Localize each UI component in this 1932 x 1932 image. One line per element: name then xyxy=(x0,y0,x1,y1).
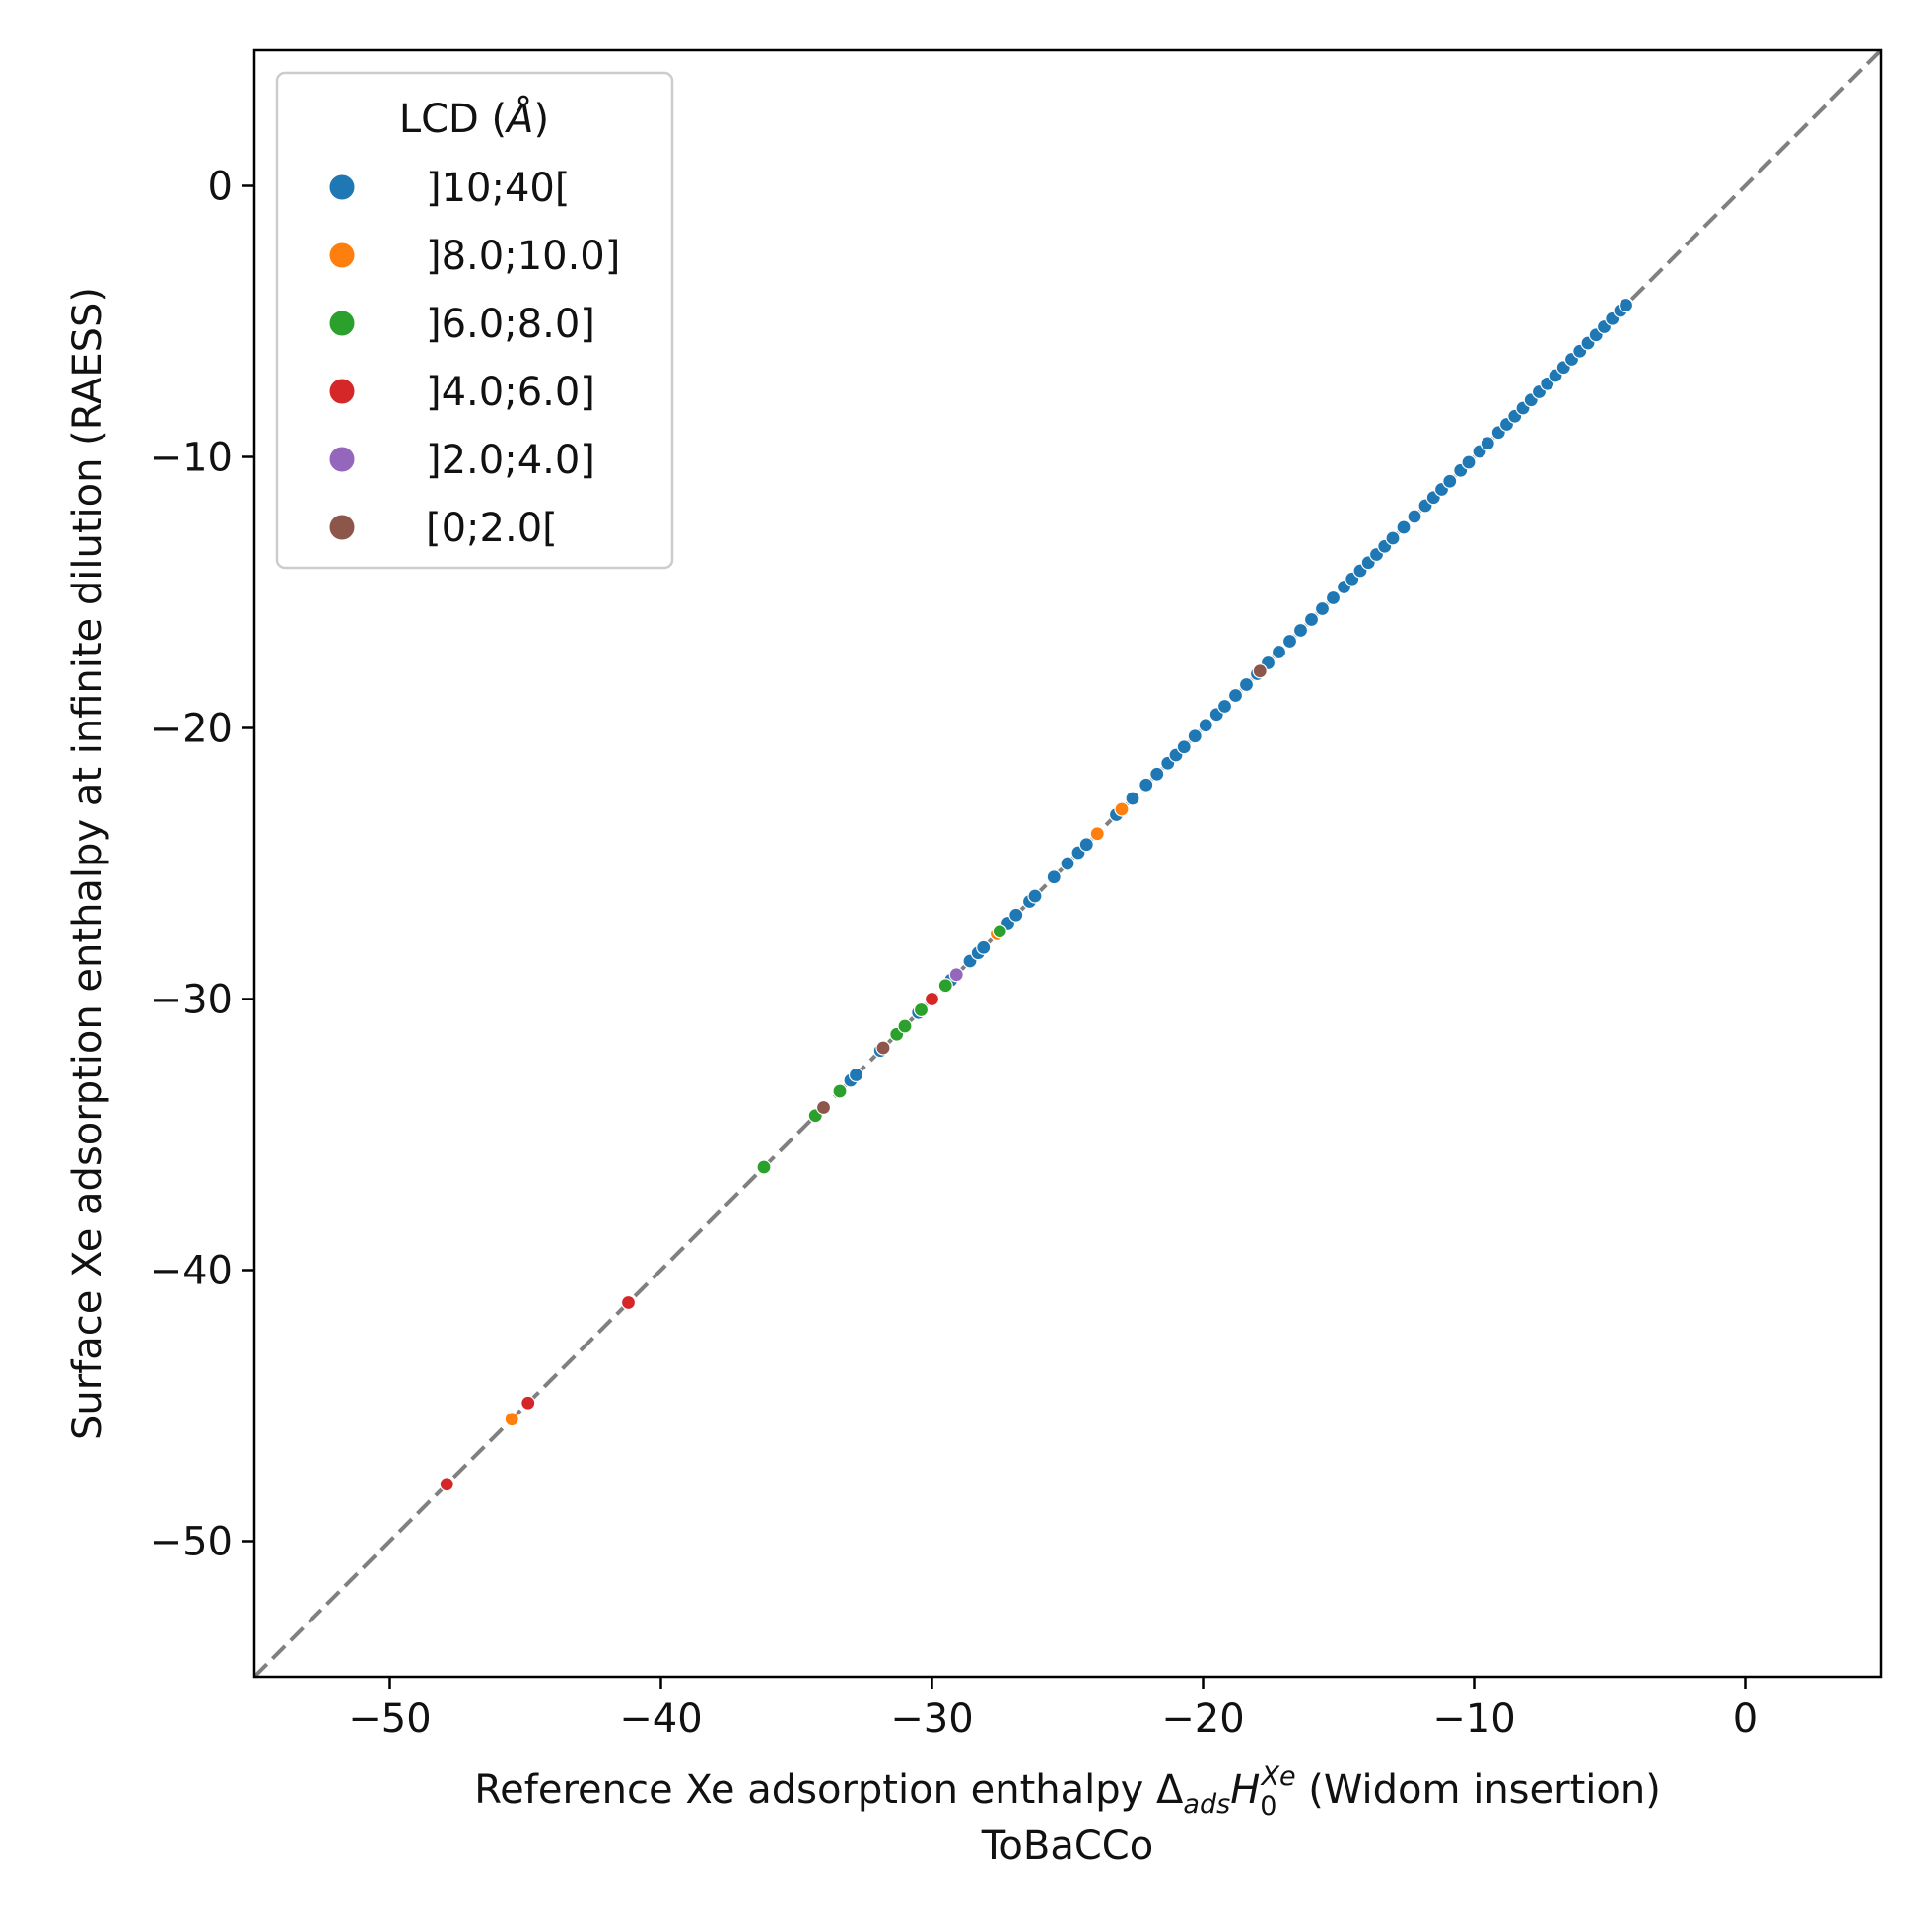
data-point-series-3-0 xyxy=(439,1477,454,1492)
data-point-series-0-12 xyxy=(1046,869,1062,885)
x-tick-label: −30 xyxy=(890,1696,973,1742)
y-tick-label: −50 xyxy=(150,1520,233,1565)
subscript-zero: 0 xyxy=(1260,1791,1276,1822)
legend: LCD (Å) ]10;40[ ]8.0;10.0] ]6.0;8.0] ]4.0;6… xyxy=(275,71,674,570)
y-tick-label: −20 xyxy=(150,707,233,752)
data-point-series-0-19 xyxy=(1149,766,1165,782)
data-point-series-5-1 xyxy=(875,1040,891,1056)
data-point-series-1-2 xyxy=(1089,826,1105,842)
plot-frame xyxy=(252,48,1883,1679)
x-axis-label-line2: ToBaCCo xyxy=(981,1824,1153,1869)
data-point-series-5-0 xyxy=(815,1099,832,1116)
data-point-series-0-32 xyxy=(1281,633,1298,650)
legend-label-3: ]4.0;6.0] xyxy=(426,370,595,415)
y-tick-label: −10 xyxy=(150,436,233,481)
legend-title-unit: Å xyxy=(504,95,533,142)
data-point-series-0-22 xyxy=(1176,739,1192,755)
x-tick-label: −20 xyxy=(1161,1696,1244,1742)
data-point-series-0-13 xyxy=(1060,856,1075,871)
x-axis-label-suffix: (Widom insertion) xyxy=(1296,1767,1661,1813)
y-tick-label: 0 xyxy=(208,165,233,210)
data-point-series-0-15 xyxy=(1078,837,1094,853)
legend-entries: ]10;40[ ]8.0;10.0] ]6.0;8.0] ]4.0;6.0] ]2.0;… xyxy=(328,166,620,551)
legend-label-0: ]10;40[ xyxy=(426,166,570,211)
data-point-series-2-4 xyxy=(897,1018,913,1034)
legend-title-text: LCD ( xyxy=(399,97,507,142)
y-tick-label: −30 xyxy=(150,978,233,1023)
legend-box xyxy=(275,71,674,570)
x-tick-label: −40 xyxy=(619,1696,702,1742)
x-tick-label: 0 xyxy=(1733,1696,1758,1742)
data-point-series-3-2 xyxy=(620,1294,637,1311)
legend-title: LCD (Å) xyxy=(399,95,549,142)
data-point-series-0-23 xyxy=(1187,728,1203,744)
data-point-series-0-45 xyxy=(1407,509,1422,524)
delta-symbol: Δ xyxy=(1156,1767,1184,1813)
data-point-series-2-5 xyxy=(913,1001,930,1018)
x-axis-ticks: −50 −40 −30 −20 −10 0 xyxy=(348,1677,1758,1742)
data-point-series-0-27 xyxy=(1227,687,1244,704)
data-point-series-0-11 xyxy=(1027,888,1043,904)
data-point-series-0-26 xyxy=(1216,698,1233,715)
data-point-series-0-17 xyxy=(1125,791,1140,806)
data-points-layer xyxy=(439,297,1634,1492)
legend-label-5: [0;2.0[ xyxy=(426,506,558,551)
data-point-series-0-70 xyxy=(1618,297,1634,313)
legend-marker-5 xyxy=(328,514,356,541)
data-point-series-0-28 xyxy=(1238,676,1255,693)
data-point-series-2-2 xyxy=(832,1083,848,1099)
data-point-series-0-7 xyxy=(976,939,992,955)
data-point-series-3-1 xyxy=(520,1395,536,1411)
legend-marker-3 xyxy=(328,378,356,405)
x-tick-label: −50 xyxy=(348,1696,431,1742)
data-point-series-2-6 xyxy=(937,978,953,994)
x-axis-label-prefix: Reference Xe adsorption enthalpy xyxy=(474,1767,1156,1813)
data-point-series-0-24 xyxy=(1198,718,1213,733)
data-point-series-0-49 xyxy=(1442,473,1458,489)
data-point-series-1-3 xyxy=(1114,801,1130,817)
data-point-series-0-9 xyxy=(1008,907,1024,923)
data-point-series-5-2 xyxy=(1252,663,1268,679)
data-point-series-0-53 xyxy=(1480,436,1495,451)
x-axis-label: Reference Xe adsorption enthalpy ΔadsH0X… xyxy=(474,1761,1661,1822)
y-axis-ticks: −50 −40 −30 −20 −10 0 xyxy=(150,165,254,1565)
data-point-series-3-3 xyxy=(924,991,940,1007)
data-point-series-4-0 xyxy=(948,967,964,983)
data-point-series-1-0 xyxy=(504,1412,519,1427)
data-point-series-0-34 xyxy=(1303,611,1320,628)
legend-title-close: ) xyxy=(534,97,550,142)
data-point-series-2-0 xyxy=(756,1159,772,1175)
data-point-series-0-44 xyxy=(1396,519,1412,535)
data-point-series-0-51 xyxy=(1461,454,1477,470)
legend-marker-2 xyxy=(328,310,356,337)
subscript-ads: ads xyxy=(1183,1789,1230,1820)
legend-label-4: ]2.0;4.0] xyxy=(426,438,595,483)
y-axis-label: Surface Xe adsorption enthalpy at infini… xyxy=(65,287,110,1440)
superscript-xe: Xe xyxy=(1259,1761,1295,1792)
data-point-series-0-18 xyxy=(1138,777,1154,793)
legend-label-2: ]6.0;8.0] xyxy=(426,302,595,347)
legend-label-1: ]8.0;10.0] xyxy=(426,234,620,279)
enthalpy-symbol: H xyxy=(1230,1767,1260,1813)
data-point-series-0-36 xyxy=(1325,589,1342,606)
legend-marker-1 xyxy=(328,242,356,269)
legend-marker-4 xyxy=(328,446,356,473)
data-point-series-0-1 xyxy=(848,1067,864,1083)
data-point-series-0-35 xyxy=(1314,600,1331,617)
x-tick-label: −10 xyxy=(1432,1696,1515,1742)
data-point-series-0-33 xyxy=(1292,622,1309,639)
data-point-series-2-7 xyxy=(992,924,1007,939)
y-tick-label: −40 xyxy=(150,1249,233,1294)
legend-marker-0 xyxy=(328,173,356,201)
data-point-series-0-31 xyxy=(1271,644,1287,660)
data-point-series-0-43 xyxy=(1385,530,1401,546)
